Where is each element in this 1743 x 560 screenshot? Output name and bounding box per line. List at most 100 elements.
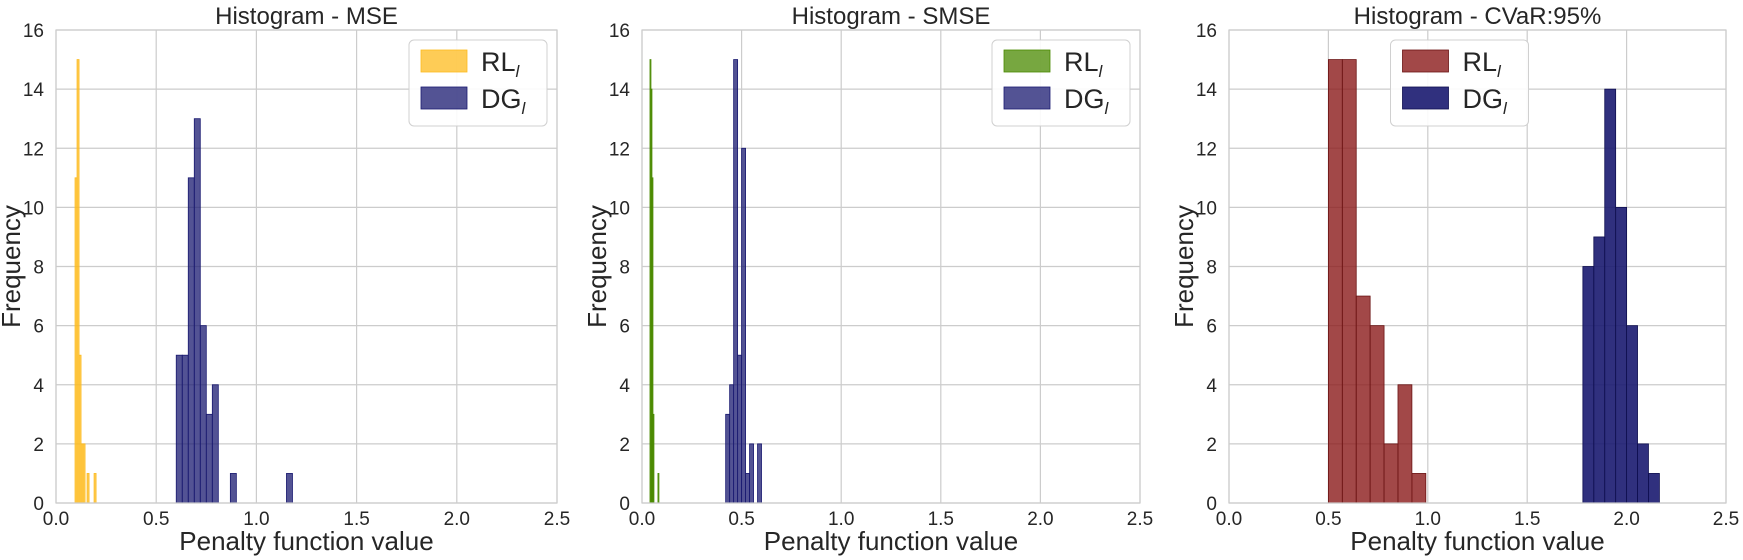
bar-cvar-rl-2 [1355, 295, 1371, 504]
bar-mse-dg-4 [199, 325, 207, 504]
bar-mse-dg-2 [187, 177, 195, 504]
y-tick-label: 16 [609, 21, 630, 42]
y-tick-label: 14 [1196, 80, 1218, 101]
x-axis-label-smse: Penalty function value [764, 526, 1018, 556]
y-tick-label: 2 [619, 435, 630, 456]
bar-smse-rl-3 [652, 413, 655, 504]
bar-smse-rl-4 [657, 473, 660, 504]
chart-title-smse: Histogram - SMSE [792, 3, 991, 30]
y-tick-label: 16 [1196, 21, 1217, 42]
chart-mse: 0.0 0.5 1.0 1.5 2.0 2.5 0 2 4 6 8 10 12 14 16 Histogram… [0, 3, 570, 556]
y-tick-label: 6 [33, 317, 44, 338]
x-axis-label-cvar: Penalty function value [1350, 526, 1604, 556]
x-tick-label: 1.5 [928, 509, 954, 530]
y-tick-label: 12 [1196, 139, 1217, 160]
legend-swatch-dg [1003, 86, 1051, 110]
bar-smse-dg-4 [741, 147, 746, 504]
x-tick-label: 1.5 [1514, 509, 1540, 530]
chart-title-mse: Histogram - MSE [215, 3, 398, 30]
x-tick-label: 1.0 [1415, 509, 1441, 530]
frame-mse [55, 29, 558, 504]
bar-cvar-rl-3 [1369, 325, 1385, 504]
y-tick-label: 2 [1206, 435, 1217, 456]
y-tick-label: 6 [619, 317, 630, 338]
bar-mse-rl-6 [93, 473, 97, 504]
bar-mse-rl-4 [82, 443, 86, 504]
x-tick-label: 1.0 [828, 509, 854, 530]
bar-mse-rl-5 [86, 473, 90, 504]
chart-title-cvar: Histogram - CVaR:95% [1354, 3, 1602, 30]
legend-label-rl: RLl [481, 47, 521, 81]
legend-label-dg: DGl [1064, 84, 1110, 118]
bar-cvar-dg-0 [1582, 266, 1595, 504]
chart-smse: 0.0 0.5 1.0 1.5 2.0 2.5 0 2 4 6 8 10 12 14 16 Histogram… [582, 3, 1153, 556]
y-tick-label: 12 [23, 139, 44, 160]
bar-mse-dg-8 [286, 473, 293, 504]
bar-mse-dg-7 [229, 473, 237, 504]
legend-label-rl: RLl [1463, 47, 1503, 81]
y-tick-label: 0 [1206, 494, 1217, 515]
legend-label-dg: DGl [481, 84, 527, 118]
y-tick-label: 4 [1206, 376, 1217, 397]
bar-cvar-rl-0 [1328, 59, 1343, 504]
bar-smse-dg-1 [729, 384, 735, 504]
bar-mse-dg-6 [211, 384, 219, 504]
y-tick-label: 14 [23, 80, 45, 101]
bar-smse-dg-6 [749, 443, 754, 504]
x-tick-label: 0.0 [629, 509, 655, 530]
y-tick-label: 16 [23, 21, 44, 42]
x-tick-label: 0.5 [143, 509, 169, 530]
x-tick-label: 2.5 [544, 509, 570, 530]
y-tick-label: 14 [609, 80, 631, 101]
x-tick-label: 2.0 [1613, 509, 1639, 530]
bar-cvar-rl-1 [1341, 59, 1357, 504]
y-tick-label: 6 [1206, 317, 1217, 338]
x-tick-label: 1.5 [343, 509, 369, 530]
legend-swatch-rl [1402, 49, 1449, 73]
y-tick-label: 10 [23, 198, 44, 219]
bar-smse-dg-5 [745, 473, 750, 504]
bar-smse-dg-0 [725, 413, 731, 504]
x-tick-label: 2.0 [1027, 509, 1053, 530]
bar-cvar-dg-5 [1637, 443, 1649, 504]
bar-cvar-dg-2 [1604, 88, 1617, 504]
bar-cvar-dg-4 [1626, 325, 1638, 504]
legend-swatch-rl [1003, 49, 1051, 73]
bar-cvar-dg-3 [1615, 206, 1628, 504]
bar-mse-dg-1 [181, 354, 189, 504]
y-tick-label: 4 [33, 376, 44, 397]
x-tick-label: 0.5 [728, 509, 754, 530]
y-tick-label: 8 [33, 258, 44, 279]
x-tick-label: 2.5 [1713, 509, 1739, 530]
frame-smse [641, 29, 1141, 504]
legend-swatch-dg [420, 86, 468, 110]
bar-smse-dg-2 [733, 59, 739, 504]
bar-mse-dg-3 [193, 118, 201, 504]
y-tick-label: 0 [33, 494, 44, 515]
y-tick-label: 0 [619, 494, 630, 515]
y-tick-label: 10 [609, 198, 630, 219]
x-tick-label: 0.0 [1216, 509, 1242, 530]
x-tick-label: 2.5 [1127, 509, 1153, 530]
bar-cvar-rl-5 [1397, 384, 1413, 504]
x-tick-label: 0.5 [1315, 509, 1341, 530]
frame-cvar [1228, 29, 1727, 504]
y-tick-label: 8 [619, 258, 630, 279]
y-tick-label: 10 [1196, 198, 1217, 219]
x-axis-label-mse: Penalty function value [179, 526, 433, 556]
chart-cvar: 0.0 0.5 1.0 1.5 2.0 2.5 0 2 4 6 8 10 12 14 16 Histogram… [1169, 3, 1739, 556]
bar-smse-dg-7 [757, 443, 762, 504]
legend-label-rl: RLl [1064, 47, 1104, 81]
bar-smse-dg-3 [737, 354, 743, 504]
y-axis-label-cvar: Frequency [1169, 205, 1199, 328]
x-tick-label: 1.0 [243, 509, 269, 530]
legend-label-dg: DGl [1463, 84, 1509, 118]
x-tick-label: 0.0 [43, 509, 69, 530]
bar-mse-dg-0 [175, 354, 183, 504]
bar-mse-dg-5 [205, 413, 213, 504]
legend-swatch-dg [1402, 86, 1449, 110]
bar-cvar-dg-1 [1593, 236, 1606, 504]
bar-cvar-dg-6 [1648, 473, 1660, 504]
legend-swatch-rl [420, 49, 468, 73]
